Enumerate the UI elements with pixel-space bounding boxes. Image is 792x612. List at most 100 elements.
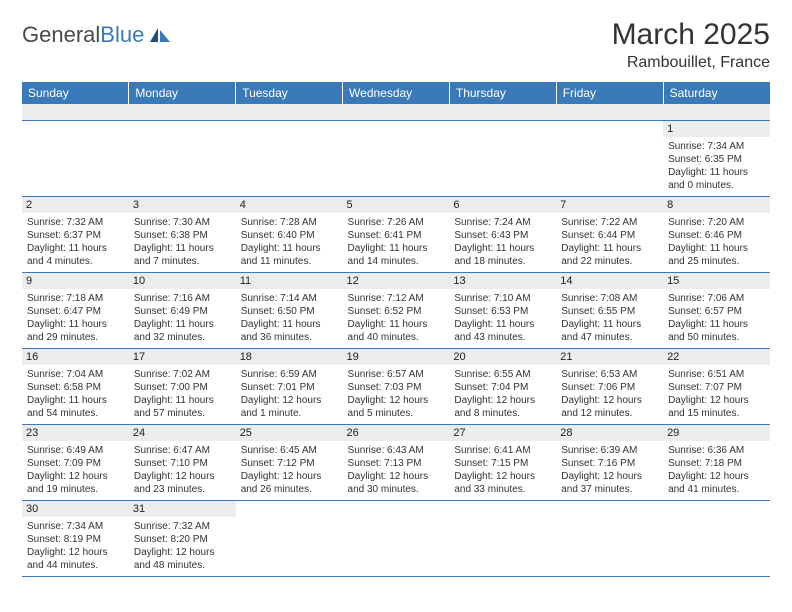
calendar-cell: 14Sunrise: 7:08 AMSunset: 6:55 PMDayligh… bbox=[556, 272, 663, 348]
calendar-cell: 1Sunrise: 7:34 AMSunset: 6:35 PMDaylight… bbox=[663, 120, 770, 196]
calendar-cell: 21Sunrise: 6:53 AMSunset: 7:06 PMDayligh… bbox=[556, 348, 663, 424]
cell-ss: Sunset: 6:37 PM bbox=[27, 229, 124, 242]
cell-d2: and 4 minutes. bbox=[27, 255, 124, 268]
cell-ss: Sunset: 6:53 PM bbox=[454, 305, 551, 318]
cell-sr: Sunrise: 6:43 AM bbox=[348, 444, 445, 457]
cell-d1: Daylight: 12 hours bbox=[241, 470, 338, 483]
cell-d2: and 43 minutes. bbox=[454, 331, 551, 344]
calendar-cell bbox=[449, 120, 556, 196]
cell-d2: and 7 minutes. bbox=[134, 255, 231, 268]
cell-d1: Daylight: 12 hours bbox=[134, 470, 231, 483]
cell-d1: Daylight: 11 hours bbox=[27, 318, 124, 331]
cell-d2: and 22 minutes. bbox=[561, 255, 658, 268]
day-number: 28 bbox=[556, 425, 663, 441]
cell-ss: Sunset: 6:50 PM bbox=[241, 305, 338, 318]
calendar-cell: 23Sunrise: 6:49 AMSunset: 7:09 PMDayligh… bbox=[22, 424, 129, 500]
cell-ss: Sunset: 6:52 PM bbox=[348, 305, 445, 318]
cell-sr: Sunrise: 6:53 AM bbox=[561, 368, 658, 381]
cell-d2: and 41 minutes. bbox=[668, 483, 765, 496]
calendar-cell: 3Sunrise: 7:30 AMSunset: 6:38 PMDaylight… bbox=[129, 196, 236, 272]
day-number: 17 bbox=[129, 349, 236, 365]
calendar-cell: 12Sunrise: 7:12 AMSunset: 6:52 PMDayligh… bbox=[343, 272, 450, 348]
cell-sr: Sunrise: 7:04 AM bbox=[27, 368, 124, 381]
weekday-header: Wednesday bbox=[343, 82, 450, 104]
page-header: GeneralBlue March 2025 Rambouillet, Fran… bbox=[22, 18, 770, 72]
cell-d2: and 33 minutes. bbox=[454, 483, 551, 496]
day-number: 5 bbox=[343, 197, 450, 213]
calendar-cell bbox=[556, 120, 663, 196]
cell-ss: Sunset: 6:46 PM bbox=[668, 229, 765, 242]
day-number: 23 bbox=[22, 425, 129, 441]
day-number: 11 bbox=[236, 273, 343, 289]
logo-general: General bbox=[22, 22, 100, 47]
calendar-cell: 25Sunrise: 6:45 AMSunset: 7:12 PMDayligh… bbox=[236, 424, 343, 500]
calendar-cell: 5Sunrise: 7:26 AMSunset: 6:41 PMDaylight… bbox=[343, 196, 450, 272]
cell-ss: Sunset: 7:07 PM bbox=[668, 381, 765, 394]
day-number: 15 bbox=[663, 273, 770, 289]
cell-d1: Daylight: 11 hours bbox=[134, 318, 231, 331]
weekday-header: Saturday bbox=[663, 82, 770, 104]
day-number: 26 bbox=[343, 425, 450, 441]
weekday-header: Monday bbox=[129, 82, 236, 104]
cell-d2: and 15 minutes. bbox=[668, 407, 765, 420]
cell-ss: Sunset: 6:55 PM bbox=[561, 305, 658, 318]
cell-d1: Daylight: 11 hours bbox=[668, 166, 765, 179]
cell-sr: Sunrise: 6:39 AM bbox=[561, 444, 658, 457]
cell-d1: Daylight: 11 hours bbox=[561, 242, 658, 255]
cell-d2: and 48 minutes. bbox=[134, 559, 231, 572]
calendar-cell: 11Sunrise: 7:14 AMSunset: 6:50 PMDayligh… bbox=[236, 272, 343, 348]
cell-d2: and 1 minute. bbox=[241, 407, 338, 420]
calendar-week: 1Sunrise: 7:34 AMSunset: 6:35 PMDaylight… bbox=[22, 120, 770, 196]
cell-sr: Sunrise: 7:32 AM bbox=[27, 216, 124, 229]
calendar-cell bbox=[343, 500, 450, 576]
calendar-cell: 7Sunrise: 7:22 AMSunset: 6:44 PMDaylight… bbox=[556, 196, 663, 272]
cell-d1: Daylight: 12 hours bbox=[561, 470, 658, 483]
blank-strip bbox=[22, 104, 770, 120]
cell-sr: Sunrise: 7:10 AM bbox=[454, 292, 551, 305]
calendar-week: 16Sunrise: 7:04 AMSunset: 6:58 PMDayligh… bbox=[22, 348, 770, 424]
calendar-cell bbox=[449, 500, 556, 576]
cell-ss: Sunset: 6:57 PM bbox=[668, 305, 765, 318]
calendar-week: 30Sunrise: 7:34 AMSunset: 8:19 PMDayligh… bbox=[22, 500, 770, 576]
day-number: 16 bbox=[22, 349, 129, 365]
calendar-cell: 22Sunrise: 6:51 AMSunset: 7:07 PMDayligh… bbox=[663, 348, 770, 424]
cell-d2: and 37 minutes. bbox=[561, 483, 658, 496]
calendar-cell bbox=[129, 120, 236, 196]
cell-d2: and 14 minutes. bbox=[348, 255, 445, 268]
calendar-cell: 17Sunrise: 7:02 AMSunset: 7:00 PMDayligh… bbox=[129, 348, 236, 424]
cell-sr: Sunrise: 7:08 AM bbox=[561, 292, 658, 305]
cell-d1: Daylight: 12 hours bbox=[454, 470, 551, 483]
logo-text: GeneralBlue bbox=[22, 22, 144, 48]
cell-sr: Sunrise: 6:57 AM bbox=[348, 368, 445, 381]
day-number: 7 bbox=[556, 197, 663, 213]
cell-sr: Sunrise: 6:41 AM bbox=[454, 444, 551, 457]
day-number: 18 bbox=[236, 349, 343, 365]
cell-d1: Daylight: 11 hours bbox=[134, 242, 231, 255]
cell-d2: and 30 minutes. bbox=[348, 483, 445, 496]
day-number: 21 bbox=[556, 349, 663, 365]
cell-d1: Daylight: 12 hours bbox=[348, 394, 445, 407]
cell-ss: Sunset: 7:18 PM bbox=[668, 457, 765, 470]
cell-d1: Daylight: 11 hours bbox=[454, 242, 551, 255]
cell-d2: and 23 minutes. bbox=[134, 483, 231, 496]
calendar-cell: 16Sunrise: 7:04 AMSunset: 6:58 PMDayligh… bbox=[22, 348, 129, 424]
cell-sr: Sunrise: 7:34 AM bbox=[668, 140, 765, 153]
cell-sr: Sunrise: 6:47 AM bbox=[134, 444, 231, 457]
calendar-cell: 29Sunrise: 6:36 AMSunset: 7:18 PMDayligh… bbox=[663, 424, 770, 500]
cell-sr: Sunrise: 7:14 AM bbox=[241, 292, 338, 305]
calendar-table: SundayMondayTuesdayWednesdayThursdayFrid… bbox=[22, 82, 770, 577]
calendar-cell bbox=[663, 500, 770, 576]
cell-sr: Sunrise: 7:16 AM bbox=[134, 292, 231, 305]
cell-d2: and 26 minutes. bbox=[241, 483, 338, 496]
cell-ss: Sunset: 7:12 PM bbox=[241, 457, 338, 470]
cell-ss: Sunset: 6:38 PM bbox=[134, 229, 231, 242]
day-number: 1 bbox=[663, 121, 770, 137]
calendar-cell: 31Sunrise: 7:32 AMSunset: 8:20 PMDayligh… bbox=[129, 500, 236, 576]
cell-ss: Sunset: 7:15 PM bbox=[454, 457, 551, 470]
cell-sr: Sunrise: 7:06 AM bbox=[668, 292, 765, 305]
weekday-header: Friday bbox=[556, 82, 663, 104]
cell-d2: and 12 minutes. bbox=[561, 407, 658, 420]
cell-d2: and 0 minutes. bbox=[668, 179, 765, 192]
day-number: 2 bbox=[22, 197, 129, 213]
cell-ss: Sunset: 6:41 PM bbox=[348, 229, 445, 242]
